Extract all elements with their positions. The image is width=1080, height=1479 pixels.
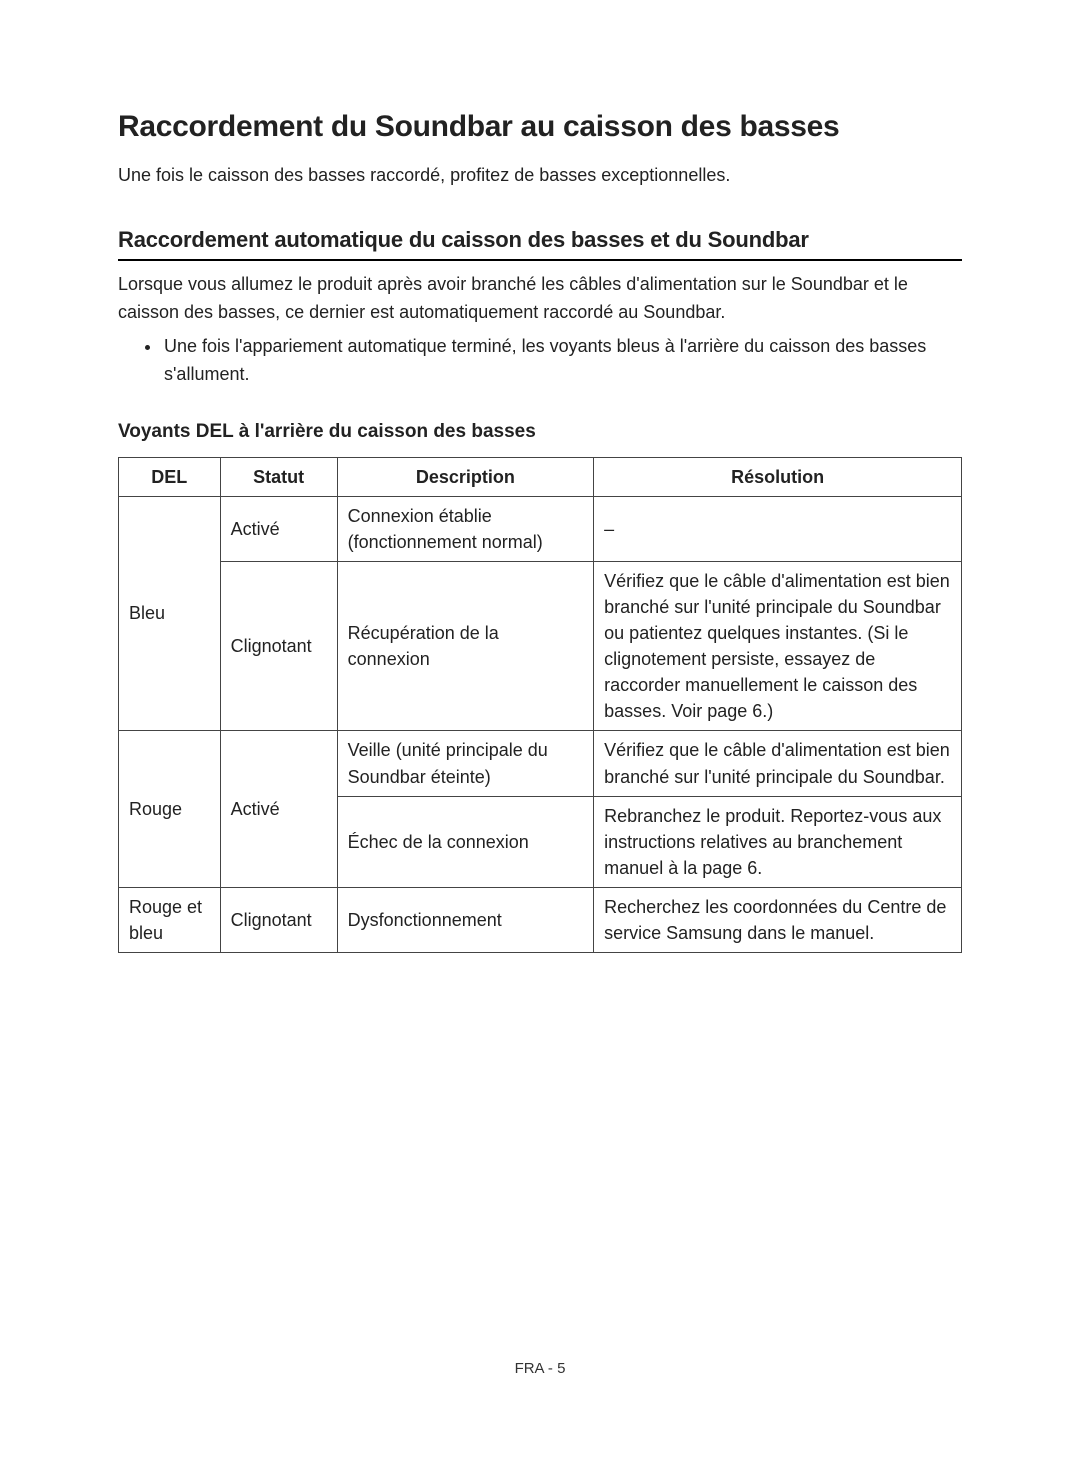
section-subheading: Raccordement automatique du caisson des … (118, 227, 962, 261)
table-header-row: DEL Statut Description Résolution (119, 457, 962, 496)
cell-del: Rouge (119, 731, 221, 887)
cell-del: Bleu (119, 496, 221, 731)
cell-res: – (594, 496, 962, 561)
cell-desc: Échec de la connexion (337, 796, 594, 887)
table-row: Bleu Activé Connexion établie (fonctionn… (119, 496, 962, 561)
bullet-list: Une fois l'appariement automatique termi… (118, 333, 962, 389)
cell-res: Recherchez les coordonnées du Centre de … (594, 887, 962, 952)
page-footer: FRA - 5 (0, 1360, 1080, 1377)
led-table: DEL Statut Description Résolution Bleu A… (118, 457, 962, 954)
cell-res: Vérifiez que le câble d'alimentation est… (594, 731, 962, 796)
cell-statut: Activé (220, 496, 337, 561)
table-heading: Voyants DEL à l'arrière du caisson des b… (118, 421, 962, 443)
cell-res: Rebranchez le produit. Reportez-vous aux… (594, 796, 962, 887)
th-statut: Statut (220, 457, 337, 496)
cell-desc: Connexion établie (fonctionnement normal… (337, 496, 594, 561)
table-row: Rouge Activé Veille (unité principale du… (119, 731, 962, 796)
section-paragraph: Lorsque vous allumez le produit après av… (118, 271, 962, 327)
table-row: Clignotant Récupération de la connexion … (119, 561, 962, 731)
page-title: Raccordement du Soundbar au caisson des … (118, 110, 962, 144)
table-row: Rouge et bleu Clignotant Dysfonctionneme… (119, 887, 962, 952)
cell-desc: Veille (unité principale du Soundbar éte… (337, 731, 594, 796)
th-resolution: Résolution (594, 457, 962, 496)
th-description: Description (337, 457, 594, 496)
cell-desc: Dysfonctionnement (337, 887, 594, 952)
intro-text: Une fois le caisson des basses raccordé,… (118, 162, 962, 189)
bullet-item: Une fois l'appariement automatique termi… (162, 333, 962, 389)
th-del: DEL (119, 457, 221, 496)
cell-res: Vérifiez que le câble d'alimentation est… (594, 561, 962, 731)
cell-desc: Récupération de la connexion (337, 561, 594, 731)
cell-statut: Activé (220, 731, 337, 887)
cell-statut: Clignotant (220, 561, 337, 731)
cell-statut: Clignotant (220, 887, 337, 952)
cell-del: Rouge et bleu (119, 887, 221, 952)
